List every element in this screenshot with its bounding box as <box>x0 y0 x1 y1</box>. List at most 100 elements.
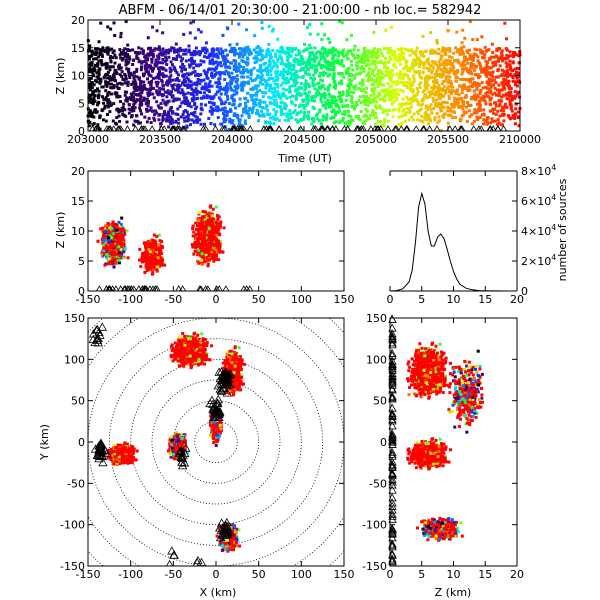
source-point <box>333 80 337 84</box>
source-point <box>128 76 132 80</box>
source-point <box>182 78 186 82</box>
source-point <box>362 88 366 92</box>
source-point <box>127 48 131 52</box>
source-point <box>472 63 476 67</box>
source-point <box>490 42 494 46</box>
source-point <box>232 93 236 97</box>
source-point <box>241 110 245 114</box>
source-point <box>221 87 225 91</box>
source-point <box>225 82 229 86</box>
source-point <box>94 57 98 61</box>
source-point <box>362 54 366 58</box>
source-point <box>346 67 350 71</box>
source-point <box>472 111 476 115</box>
source-point <box>183 96 187 100</box>
source-point <box>217 89 221 93</box>
source-point <box>157 55 161 59</box>
source-point <box>120 74 124 78</box>
source-point <box>364 99 368 103</box>
source-point <box>122 49 126 53</box>
source-point <box>274 110 278 114</box>
source-point <box>336 103 340 107</box>
source-point <box>226 59 230 63</box>
source-point <box>286 55 290 59</box>
source-point <box>175 55 179 59</box>
source-point <box>481 50 485 54</box>
source-point <box>463 84 467 88</box>
source-point <box>170 95 174 99</box>
source-point <box>408 83 412 87</box>
source-point <box>464 105 468 109</box>
source-point <box>422 88 426 92</box>
source-point <box>508 73 512 77</box>
source-point <box>294 58 298 62</box>
source-point <box>448 109 452 113</box>
source-point <box>194 87 198 91</box>
source-point <box>103 236 107 240</box>
source-point <box>311 79 315 83</box>
source-point <box>504 78 508 82</box>
source-point <box>383 95 387 99</box>
source-point <box>225 53 229 57</box>
source-point <box>223 86 227 90</box>
source-point <box>163 50 167 54</box>
source-point <box>314 65 318 69</box>
source-point <box>153 118 157 122</box>
source-point <box>185 115 189 119</box>
source-point <box>265 49 269 53</box>
source-point <box>494 63 498 67</box>
source-point <box>462 110 466 114</box>
source-point <box>151 69 155 73</box>
source-point <box>253 61 257 65</box>
source-point <box>307 110 311 114</box>
source-point <box>130 73 134 77</box>
source-point <box>285 112 289 116</box>
source-point <box>88 70 92 74</box>
source-point <box>394 55 398 59</box>
source-point <box>488 98 492 102</box>
source-point <box>493 86 497 90</box>
source-point <box>111 242 115 246</box>
source-point <box>260 20 264 24</box>
source-point <box>279 108 283 112</box>
source-point <box>284 70 288 74</box>
source-point <box>161 98 165 102</box>
source-point <box>96 64 100 68</box>
source-point <box>196 80 200 84</box>
source-point <box>511 68 515 72</box>
source-point <box>474 53 478 57</box>
source-point <box>290 116 294 120</box>
source-point <box>395 59 399 63</box>
source-point <box>93 108 97 112</box>
source-point <box>377 94 381 98</box>
source-point <box>266 112 270 116</box>
source-point <box>114 233 118 237</box>
source-point <box>112 78 116 82</box>
source-point <box>278 73 282 77</box>
source-point <box>211 58 215 62</box>
source-point <box>139 109 143 113</box>
source-point <box>145 88 149 92</box>
source-point <box>223 106 227 110</box>
source-point <box>114 69 118 73</box>
source-point <box>375 106 379 110</box>
source-point <box>470 72 474 76</box>
source-point <box>366 57 370 61</box>
x-tick-label: 204500 <box>283 133 325 146</box>
source-point <box>393 93 397 97</box>
source-point <box>190 112 194 116</box>
source-point <box>475 81 479 85</box>
source-point <box>507 115 511 119</box>
source-point <box>376 48 380 52</box>
source-point <box>102 248 106 252</box>
source-point <box>509 107 513 111</box>
source-point <box>373 55 377 59</box>
source-point <box>485 118 489 122</box>
source-point <box>301 68 305 72</box>
source-point <box>219 71 223 75</box>
source-point <box>464 94 468 98</box>
source-point <box>118 63 122 67</box>
source-point <box>116 108 120 112</box>
source-point <box>398 88 402 92</box>
source-point <box>289 72 293 76</box>
